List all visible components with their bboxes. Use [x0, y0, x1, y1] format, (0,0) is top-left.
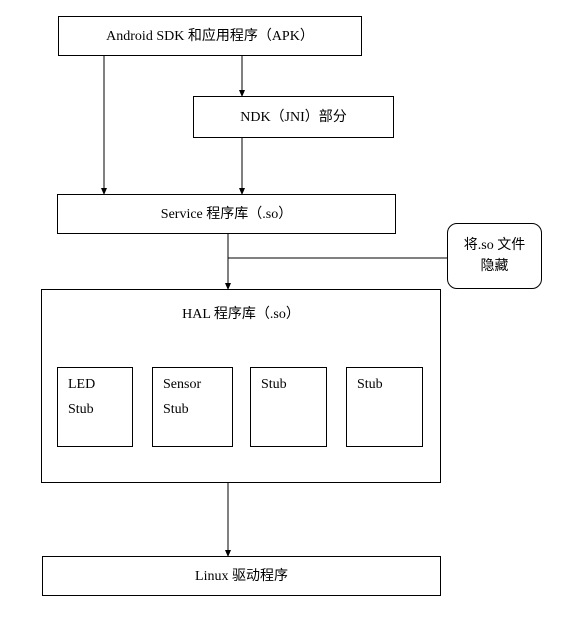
node-stub-3-label: Stub — [255, 372, 322, 397]
node-stub-led: LED Stub — [57, 367, 133, 447]
node-stub-4-label: Stub — [351, 372, 418, 397]
node-stub-sensor: Sensor Stub — [152, 367, 233, 447]
node-stub-sensor-label: Sensor Stub — [157, 372, 228, 422]
node-stub-led-label: LED Stub — [62, 372, 128, 422]
node-annotation-label: 将.so 文件 隐藏 — [464, 235, 525, 277]
node-hal-label: HAL 程序库（.so） — [182, 304, 300, 325]
node-ndk: NDK（JNI）部分 — [193, 96, 394, 138]
node-linux-label: Linux 驱动程序 — [195, 566, 288, 587]
node-apk-label: Android SDK 和应用程序（APK） — [106, 26, 314, 47]
node-apk: Android SDK 和应用程序（APK） — [58, 16, 362, 56]
node-stub-4: Stub — [346, 367, 423, 447]
node-stub-3: Stub — [250, 367, 327, 447]
node-service: Service 程序库（.so） — [57, 194, 396, 234]
node-annotation: 将.so 文件 隐藏 — [447, 223, 542, 289]
node-service-label: Service 程序库（.so） — [161, 204, 292, 225]
node-ndk-label: NDK（JNI）部分 — [240, 107, 347, 128]
node-linux: Linux 驱动程序 — [42, 556, 441, 596]
